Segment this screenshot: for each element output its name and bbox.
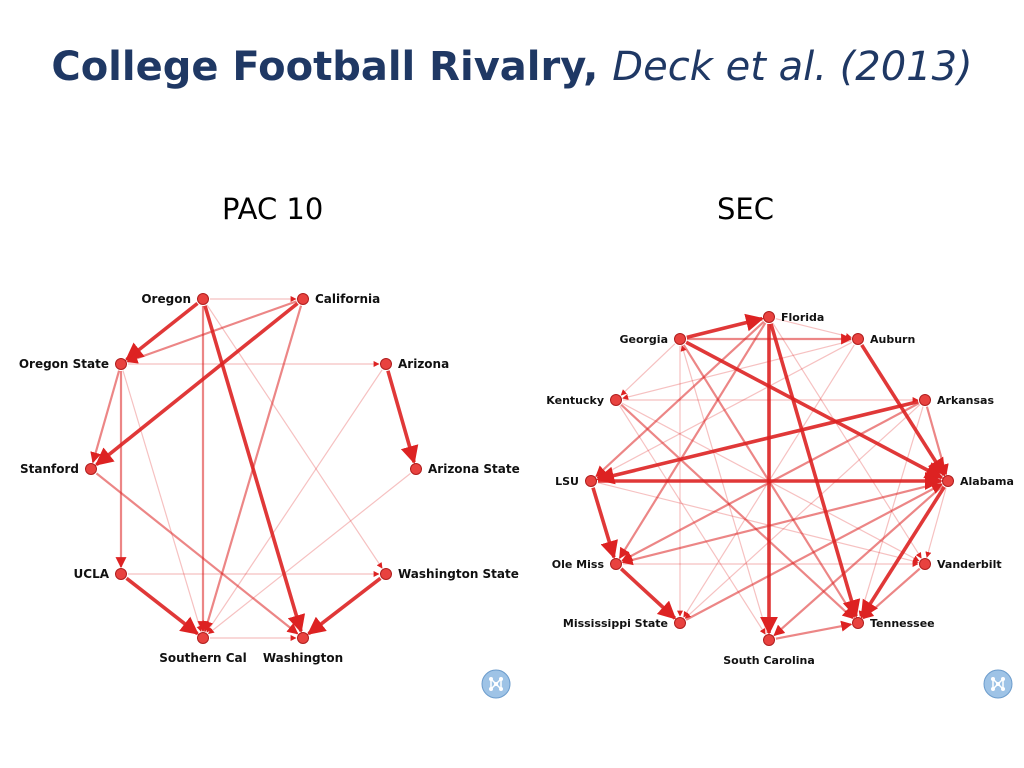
edge-georgia-kentucky bbox=[620, 343, 676, 396]
edge-arkansas-lsu bbox=[596, 399, 919, 485]
edge-auburn-kentucky bbox=[622, 340, 852, 400]
node-mississippi-state bbox=[674, 617, 686, 629]
node-label-georgia: Georgia bbox=[619, 333, 668, 346]
node-label-lsu: LSU bbox=[555, 475, 579, 488]
node-label-arkansas: Arkansas bbox=[937, 394, 994, 407]
edge-florida-ole-miss bbox=[618, 322, 767, 559]
edge-oregon-state-southern-cal bbox=[122, 370, 203, 632]
edge-kentucky-tennessee bbox=[620, 403, 854, 620]
node-auburn bbox=[852, 333, 864, 345]
node-label-washington: Washington bbox=[263, 651, 343, 665]
node-kentucky bbox=[610, 394, 622, 406]
edge-california-stanford bbox=[95, 301, 299, 467]
edge-lsu-ole-miss bbox=[591, 487, 618, 560]
node-arkansas bbox=[919, 394, 931, 406]
node-label-vanderbilt: Vanderbilt bbox=[937, 558, 1002, 571]
node-southern-cal bbox=[197, 632, 209, 644]
edge-oregon-washington-state bbox=[206, 304, 383, 569]
node-label-arizona-state: Arizona State bbox=[428, 462, 520, 476]
edge-lsu-vanderbilt bbox=[597, 482, 919, 564]
node-oregon-state bbox=[115, 358, 127, 370]
node-florida bbox=[763, 311, 775, 323]
edge-kentucky-south-carolina bbox=[619, 405, 766, 635]
edge-florida-tennessee bbox=[769, 323, 861, 619]
node-label-mississippi-state: Mississippi State bbox=[563, 617, 668, 630]
node-label-oregon-state: Oregon State bbox=[19, 357, 109, 371]
node-label-auburn: Auburn bbox=[870, 333, 915, 346]
edge-oregon-state-stanford bbox=[90, 370, 121, 464]
node-washington bbox=[297, 632, 309, 644]
edge-oregon-oregon-state bbox=[125, 301, 199, 362]
node-arizona bbox=[380, 358, 392, 370]
node-label-arizona: Arizona bbox=[398, 357, 449, 371]
node-ucla bbox=[115, 568, 127, 580]
edge-arizona-southern-cal bbox=[206, 369, 383, 633]
node-washington-state bbox=[380, 568, 392, 580]
node-ole-miss bbox=[610, 558, 622, 570]
edge-vanderbilt-tennessee bbox=[862, 567, 921, 620]
node-tennessee bbox=[852, 617, 864, 629]
edge-arizona-arizona-state bbox=[386, 370, 419, 465]
node-label-stanford: Stanford bbox=[20, 462, 79, 476]
edge-alabama-south-carolina bbox=[773, 484, 944, 637]
edge-california-southern-cal bbox=[202, 305, 303, 633]
node-label-oregon: Oregon bbox=[141, 292, 191, 306]
edge-alabama-ole-miss bbox=[621, 481, 942, 566]
edge-stanford-washington bbox=[95, 472, 299, 635]
edge-ole-miss-mississippi-state bbox=[619, 567, 677, 620]
node-label-alabama: Alabama bbox=[960, 475, 1014, 488]
node-label-washington-state: Washington State bbox=[398, 567, 519, 581]
node-stanford bbox=[85, 463, 97, 475]
node-label-ole-miss: Ole Miss bbox=[552, 558, 605, 571]
pac10-network: Oregon California Oregon State Arizona Stanf… bbox=[19, 292, 520, 665]
node-label-ucla: UCLA bbox=[74, 567, 110, 581]
slide-title: College Football Rivalry, Deck et al. (2… bbox=[0, 44, 1024, 90]
node-label-tennessee: Tennessee bbox=[870, 617, 935, 630]
edge-auburn-alabama bbox=[860, 343, 946, 477]
node-georgia bbox=[674, 333, 686, 345]
edge-arizona-state-southern-cal bbox=[208, 472, 411, 635]
node-label-kentucky: Kentucky bbox=[546, 394, 604, 407]
pac10-panel-label: PAC 10 bbox=[222, 192, 324, 226]
network-logo-icon bbox=[481, 669, 511, 699]
edge-florida-auburn bbox=[775, 318, 852, 339]
node-california bbox=[297, 293, 309, 305]
edge-california-oregon-state bbox=[126, 300, 297, 364]
edge-florida-lsu bbox=[595, 320, 765, 478]
node-label-southern-cal: Southern Cal bbox=[159, 651, 247, 665]
sec-network: Florida Georgia Auburn Kentucky Arkansas LSU A… bbox=[546, 311, 1014, 667]
network-logo-icon bbox=[983, 669, 1013, 699]
node-south-carolina bbox=[763, 634, 775, 646]
node-label-florida: Florida bbox=[781, 311, 824, 324]
edge-alabama-tennessee bbox=[860, 485, 946, 619]
node-label-california: California bbox=[315, 292, 380, 306]
node-lsu bbox=[585, 475, 597, 487]
edge-arkansas-alabama bbox=[925, 406, 949, 476]
node-alabama bbox=[942, 475, 954, 487]
title-main: College Football Rivalry, bbox=[51, 44, 599, 90]
node-arizona-state bbox=[410, 463, 422, 475]
title-citation: Deck et al. (2013) bbox=[612, 44, 973, 90]
node-vanderbilt bbox=[919, 558, 931, 570]
edge-georgia-florida bbox=[686, 313, 764, 340]
edge-georgia-alabama bbox=[685, 340, 944, 480]
edge-south-carolina-georgia bbox=[680, 345, 768, 634]
edge-arkansas-mississippi-state bbox=[684, 404, 921, 619]
edge-alabama-vanderbilt bbox=[925, 487, 947, 558]
node-oregon bbox=[197, 293, 209, 305]
edge-washington-state-washington bbox=[307, 576, 382, 636]
edge-south-carolina-tennessee bbox=[775, 620, 853, 640]
edge-auburn-lsu bbox=[596, 341, 853, 479]
sec-panel-label: SEC bbox=[717, 192, 774, 226]
edge-mississippi-state-alabama bbox=[685, 483, 943, 621]
node-label-south-carolina: South Carolina bbox=[723, 654, 815, 667]
edge-ucla-southern-cal bbox=[125, 576, 199, 636]
